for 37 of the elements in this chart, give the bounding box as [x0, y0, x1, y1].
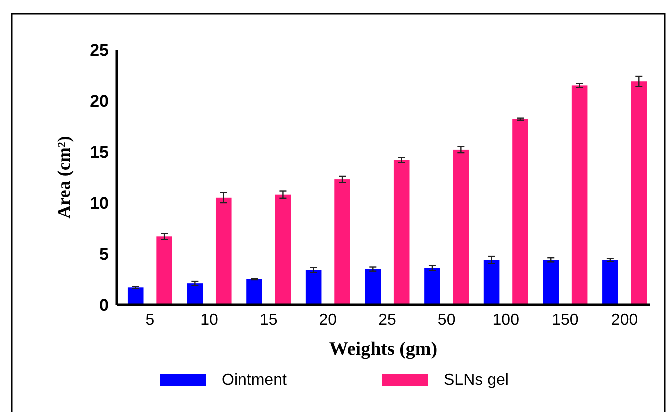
- x-tick-label: 10: [200, 312, 219, 329]
- x-tick-label: 100: [492, 312, 520, 329]
- y-axis-title: Area (cm²): [54, 136, 74, 219]
- x-tick-label: 15: [260, 312, 278, 329]
- bar: [275, 194, 292, 305]
- bar: [394, 160, 410, 305]
- bar: [424, 268, 440, 305]
- bar: [306, 270, 322, 305]
- x-axis-title: Weights (gm): [329, 339, 438, 360]
- bar: [453, 150, 470, 305]
- x-tick-label: 50: [438, 312, 456, 329]
- x-tick-label: 25: [378, 312, 396, 329]
- bar: [631, 82, 648, 305]
- y-tick-label: 0: [100, 296, 109, 315]
- bar: [512, 119, 528, 305]
- bar: [334, 180, 350, 305]
- bar: [156, 236, 172, 305]
- bar: [572, 86, 588, 305]
- y-tick-label: 10: [90, 194, 109, 213]
- bar: [128, 288, 144, 305]
- bar: [246, 280, 262, 305]
- y-tick-label: 15: [90, 142, 109, 162]
- x-tick-label: 20: [319, 312, 338, 329]
- y-tick-label: 25: [90, 40, 109, 60]
- bar: [602, 260, 618, 305]
- bar: [543, 260, 560, 305]
- x-tick-label: 200: [611, 312, 638, 329]
- bar: [216, 198, 232, 305]
- bar: [187, 284, 204, 305]
- bar: [365, 269, 382, 305]
- legend-label: Ointment: [222, 372, 288, 389]
- y-tick-label: 20: [90, 92, 109, 111]
- x-tick-label: 5: [146, 312, 155, 329]
- bar: [484, 260, 500, 305]
- y-tick-label: 5: [100, 244, 109, 264]
- legend-label: SLNs gel: [444, 372, 509, 389]
- x-tick-label: 150: [552, 312, 579, 329]
